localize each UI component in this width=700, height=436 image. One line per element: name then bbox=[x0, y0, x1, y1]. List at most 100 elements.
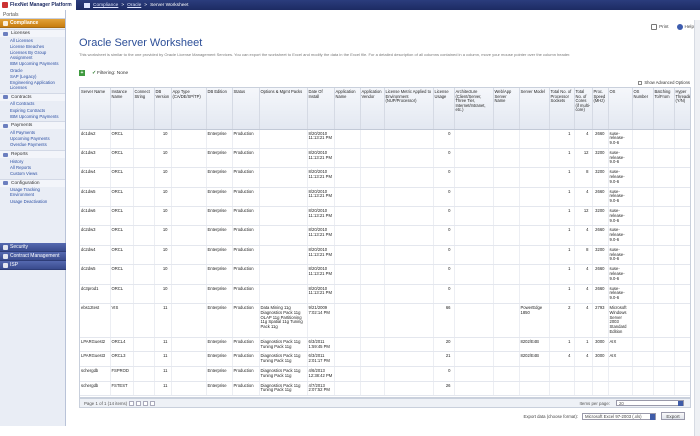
last-page-button[interactable] bbox=[150, 400, 156, 406]
column-header[interactable]: Server Name bbox=[80, 88, 111, 130]
sidebar-item[interactable]: All Reports bbox=[10, 164, 32, 170]
table-row[interactable]: dc2dw4 ORCL 10 Enterprise Production 8/20/201… bbox=[80, 245, 690, 266]
column-header[interactable]: OS bbox=[608, 88, 633, 130]
table-cell bbox=[171, 148, 207, 169]
sidebar-group-licenses[interactable]: Licenses bbox=[0, 29, 65, 37]
sidebar-item[interactable]: All Payments bbox=[10, 129, 36, 135]
table-row[interactable]: dc1dw2 ORCL 10 Enterprise Production 8/20/201… bbox=[80, 129, 690, 149]
sidebar-item[interactable]: SAP (Legacy) bbox=[10, 73, 37, 79]
sidebar-item[interactable]: License Breaches bbox=[10, 43, 45, 49]
column-header[interactable]: Web/App Server Name bbox=[493, 88, 520, 130]
table-row[interactable]: dc1dw6 ORCL 10 Enterprise Production 8/20/201… bbox=[80, 206, 690, 227]
table-cell bbox=[493, 167, 520, 188]
sidebar-item[interactable]: All Contracts bbox=[10, 101, 35, 107]
table-cell: ebs12test bbox=[80, 303, 111, 338]
sidebar-item[interactable]: Expiring Contracts bbox=[10, 107, 46, 113]
breadcrumb-oracle[interactable]: Oracle bbox=[127, 2, 142, 8]
column-header[interactable]: DB Edition bbox=[206, 88, 233, 130]
first-page-button[interactable] bbox=[129, 400, 135, 406]
next-page-button[interactable] bbox=[143, 400, 149, 406]
column-header[interactable]: Application Vendor bbox=[360, 88, 385, 130]
portals-label[interactable]: Portals bbox=[0, 10, 65, 19]
table-row[interactable]: dc1dw5 ORCL 10 Enterprise Production 8/20/201… bbox=[80, 187, 690, 208]
table-cell: schergdb bbox=[80, 381, 111, 397]
table-row[interactable]: LPARGuest3 ORCL3 11 Enterprise Production Dia… bbox=[80, 351, 690, 367]
table-row[interactable]: dc2dw3 ORCL 10 Enterprise Production 8/20/201… bbox=[80, 225, 690, 246]
sidebar-item[interactable]: Custom Views bbox=[10, 170, 38, 176]
sidebar-section-security[interactable]: Security bbox=[0, 243, 66, 252]
advanced-options-checkbox[interactable] bbox=[638, 80, 643, 85]
table-cell bbox=[674, 167, 690, 188]
column-header[interactable]: License Usage bbox=[433, 88, 455, 130]
table-cell bbox=[454, 303, 494, 338]
table-row[interactable]: LPARGuest2 ORCL4 11 Enterprise Production Dia… bbox=[80, 337, 690, 353]
sidebar-item[interactable]: Engineering Application Licenses bbox=[10, 79, 55, 91]
table-row[interactable]: schergdb FSTEST 11 Enterprise Production Diag… bbox=[80, 381, 690, 397]
sidebar-item[interactable]: Oracle bbox=[10, 67, 23, 73]
table-cell: 3200 bbox=[592, 167, 609, 188]
sidebar-item[interactable]: Licenses By Group Assignment bbox=[10, 49, 47, 61]
column-header[interactable]: Options & Mgmt Packs bbox=[259, 88, 308, 130]
sidebar-section-isp[interactable]: ISP bbox=[0, 261, 66, 270]
column-header[interactable]: Status bbox=[232, 88, 260, 130]
column-header[interactable]: Proc. Speed (MHz) bbox=[592, 88, 609, 130]
export-format-select[interactable]: Microsoft Excel 97-2003 (.xls) bbox=[582, 412, 656, 420]
items-per-page-select[interactable]: 20 bbox=[616, 400, 684, 406]
sidebar-item[interactable]: History bbox=[10, 158, 24, 164]
filter-status[interactable]: ✓Filtering: None bbox=[92, 70, 129, 76]
table-cell bbox=[454, 167, 494, 188]
column-header[interactable]: OS Number bbox=[632, 88, 654, 130]
sidebar-item[interactable]: Usage Deactivation bbox=[10, 198, 48, 204]
help-button[interactable]: Help bbox=[676, 24, 694, 30]
sidebar-item[interactable]: All Licenses bbox=[10, 37, 33, 43]
sidebar-item[interactable]: Upcoming Payments bbox=[10, 136, 50, 142]
column-header[interactable]: Date Of Install bbox=[307, 88, 335, 130]
sidebar-group-payments[interactable]: Payments bbox=[0, 121, 65, 130]
column-header[interactable]: Architecture (Client/Server, Three Tier,… bbox=[454, 88, 494, 130]
sidebar-group-configuration[interactable]: Configuration bbox=[0, 178, 65, 187]
column-header[interactable]: App Type (CA/DE/SP/TP) bbox=[171, 88, 207, 130]
home-icon[interactable] bbox=[84, 2, 90, 8]
table-cell: 8/20/2010 11:13:21 PM bbox=[307, 245, 335, 266]
export-button[interactable]: Export bbox=[661, 412, 685, 420]
table-row[interactable]: dc1dw3 ORCL 10 Enterprise Production 8/20/201… bbox=[80, 148, 690, 169]
breadcrumb-compliance[interactable]: Compliance bbox=[93, 2, 119, 8]
add-filter-button[interactable]: + bbox=[79, 70, 85, 76]
column-header[interactable]: Total No. of Processor Sockets bbox=[549, 88, 575, 130]
table-cell: Enterprise bbox=[206, 366, 233, 382]
sidebar-item[interactable]: Overdue Payments bbox=[10, 142, 47, 148]
vertical-scrollbar[interactable] bbox=[694, 20, 700, 436]
column-header[interactable]: Hyper Threading (Y/N) bbox=[674, 88, 690, 130]
sidebar-item[interactable]: IBM Upcoming Payments bbox=[10, 113, 59, 119]
sidebar-group: Contracts All Contracts Expiring Contracts… bbox=[0, 92, 65, 121]
column-header[interactable]: Server Model bbox=[519, 88, 550, 130]
sidebar-item[interactable]: Usage Tracking Environment bbox=[10, 187, 40, 198]
table-cell bbox=[133, 187, 155, 208]
table-row[interactable]: dc3prod1 ORCL 10 Enterprise Production 8/20/2… bbox=[80, 284, 690, 305]
column-header[interactable]: Total No. of Cores (if multi-core) bbox=[574, 88, 593, 130]
column-header[interactable]: Connect String bbox=[133, 88, 155, 130]
print-button[interactable]: Print bbox=[651, 24, 669, 30]
prev-page-button[interactable] bbox=[136, 400, 142, 406]
show-advanced-options[interactable]: Show Advanced Options bbox=[638, 80, 690, 85]
table-row[interactable]: dc2dw5 ORCL 10 Enterprise Production 8/20/201… bbox=[80, 264, 690, 285]
sidebar-section-compliance[interactable]: Compliance bbox=[0, 19, 65, 28]
app-logo[interactable]: FlexNet Manager Platform bbox=[0, 0, 76, 10]
column-header[interactable]: Batching To/From bbox=[653, 88, 675, 130]
table-row[interactable]: ebs12test VIS 11 Enterprise Production Data M… bbox=[80, 303, 690, 338]
column-header[interactable]: License Metric Applied to Environment (N… bbox=[384, 88, 434, 130]
table-cell: 21 bbox=[433, 351, 455, 367]
table-row[interactable]: schergdb FSPROD 11 Enterprise Production Diag… bbox=[80, 366, 690, 382]
column-header[interactable]: DB Version bbox=[154, 88, 172, 130]
column-header[interactable]: Instance Name bbox=[110, 88, 134, 130]
sidebar-section-contract-management[interactable]: Contract Management bbox=[0, 252, 66, 261]
sidebar-group-contracts[interactable]: Contracts bbox=[0, 92, 65, 101]
table-cell: 10 bbox=[154, 187, 172, 208]
table-cell: schergdb bbox=[80, 366, 111, 382]
table-cell bbox=[653, 337, 675, 353]
table-cell bbox=[360, 167, 385, 188]
sidebar-group-reports[interactable]: Reports bbox=[0, 150, 65, 159]
table-row[interactable]: dc1dw4 ORCL 10 Enterprise Production 8/20/201… bbox=[80, 167, 690, 188]
sidebar-item[interactable]: IBM Upcoming Payments bbox=[10, 61, 59, 67]
column-header[interactable]: Application Name bbox=[334, 88, 361, 130]
